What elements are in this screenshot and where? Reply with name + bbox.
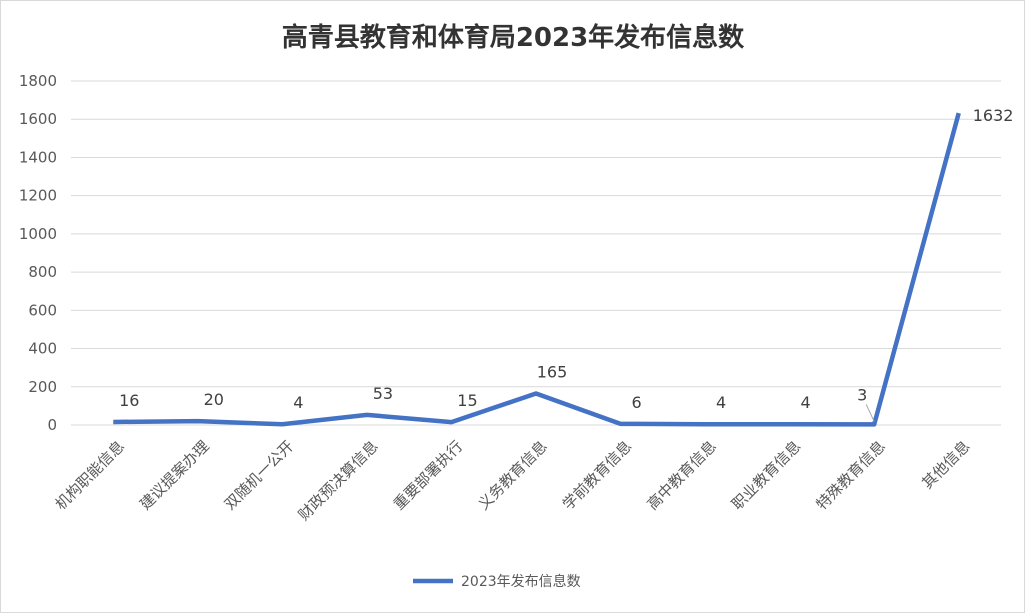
x-tick-label: 义务教育信息 [474,437,550,513]
y-tick-label: 200 [28,378,57,396]
data-label: 4 [716,393,726,412]
data-label: 6 [631,393,641,412]
x-tick-label: 其他信息 [918,437,973,492]
chart-title: 高青县教育和体育局2023年发布信息数 [282,22,745,53]
x-tick-label: 特殊教育信息 [813,437,889,513]
x-tick-label: 建议提案办理 [136,437,212,513]
y-tick-label: 1600 [19,110,57,128]
data-label: 4 [801,393,811,412]
data-label: 4 [293,393,303,412]
data-label: 15 [457,391,477,410]
y-tick-label: 1200 [19,187,57,205]
y-tick-label: 1400 [19,148,57,166]
data-label: 165 [537,362,568,381]
y-tick-label: 1800 [19,72,57,90]
x-tick-label: 财政预决算信息 [295,437,382,524]
data-label: 20 [204,390,224,409]
data-label: 3 [857,385,867,404]
series-line [113,112,961,427]
y-tick-label: 400 [28,340,57,358]
legend-label: 2023年发布信息数 [461,573,581,590]
x-tick-label: 重要部署执行 [390,437,466,513]
y-tick-label: 0 [47,416,57,434]
x-tick-label: 学前教育信息 [559,437,635,513]
y-tick-label: 600 [28,301,57,319]
x-tick-label: 机构职能信息 [52,437,128,513]
x-tick-label: 双随机一公开 [221,437,297,513]
data-label: 53 [373,384,393,403]
x-tick-label: 高中教育信息 [644,437,720,513]
y-tick-label: 800 [28,263,57,281]
data-label-leader [865,404,875,422]
y-tick-label: 1000 [19,225,57,243]
x-tick-label: 职业教育信息 [728,437,804,513]
data-label: 1632 [973,106,1014,125]
data-label: 16 [119,391,139,410]
